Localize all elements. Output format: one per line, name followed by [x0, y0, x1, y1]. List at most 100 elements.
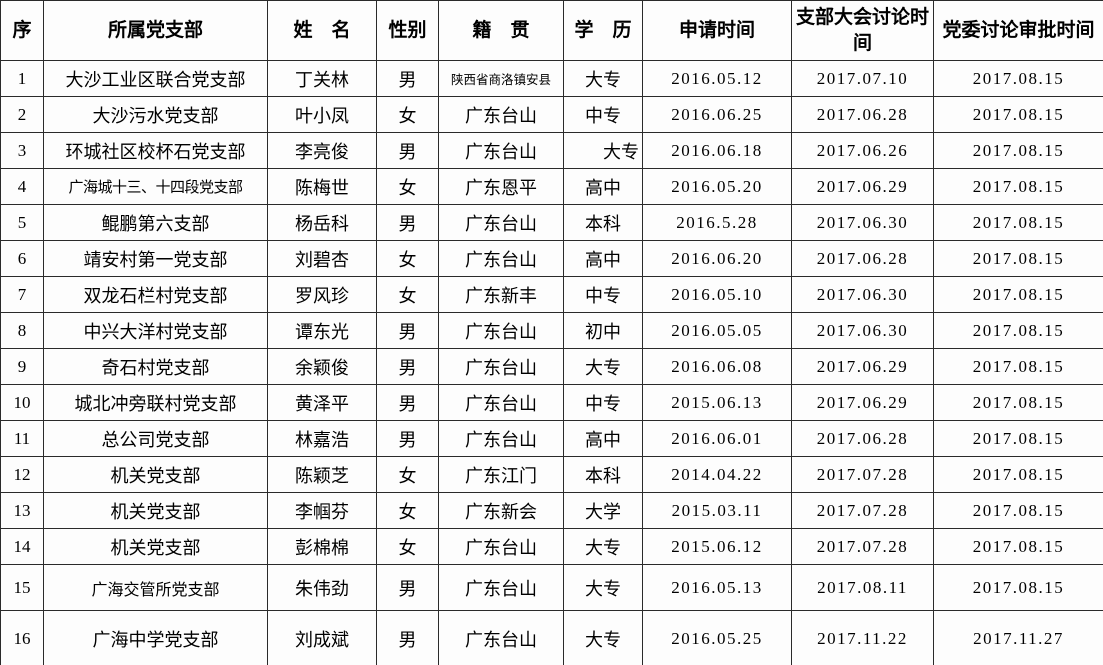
cell-apply_date: 2016.06.20 [642, 240, 792, 277]
cell-branch: 广海中学党支部 [43, 610, 268, 665]
cell-branch: 广海交管所党支部 [43, 564, 268, 611]
cell-education: 初中 [563, 312, 643, 349]
cell-native_place: 广东台山 [438, 240, 564, 277]
cell-gender: 女 [376, 528, 439, 565]
cell-name: 叶小凤 [267, 96, 377, 133]
cell-gender: 女 [376, 96, 439, 133]
cell-education: 中专 [563, 276, 643, 313]
cell-education: 中专 [563, 384, 643, 421]
cell-apply_date: 2016.5.28 [642, 204, 792, 241]
cell-gender: 男 [376, 420, 439, 457]
cell-committee_approval_date: 2017.08.15 [933, 96, 1103, 133]
cell-name: 李帼芬 [267, 492, 377, 529]
cell-apply_date: 2016.05.20 [642, 168, 792, 205]
cell-branch_meeting_date: 2017.07.28 [791, 456, 934, 493]
cell-education: 中专 [563, 96, 643, 133]
cell-education: 大专 [563, 564, 643, 611]
cell-native_place: 广东新丰 [438, 276, 564, 313]
cell-education: 高中 [563, 420, 643, 457]
table-row: 13 机关党支部 李帼芬女广东新会 大学 2015.03.11 2017.07.28 201… [0, 492, 1103, 529]
cell-no: 3 [0, 132, 44, 169]
cell-native_place: 广东台山 [438, 348, 564, 385]
cell-native_place: 陕西省商洛镇安县 [438, 60, 564, 97]
cell-committee_approval_date: 2017.08.15 [933, 564, 1103, 611]
cell-native_place: 广东台山 [438, 610, 564, 665]
table-row: 8 中兴大洋村党支部 谭东光男广东台山 初中 2016.05.05 2017.06.30 2… [0, 312, 1103, 349]
cell-branch: 机关党支部 [43, 456, 268, 493]
cell-gender: 男 [376, 312, 439, 349]
cell-gender: 男 [376, 564, 439, 611]
cell-committee_approval_date: 2017.08.15 [933, 60, 1103, 97]
table-header: 序所属党支部姓 名性别籍 贯学 历申请时间 支部大会讨论时间 党委讨论审批时间 [0, 0, 1103, 61]
cell-no: 14 [0, 528, 44, 565]
cell-branch: 机关党支部 [43, 528, 268, 565]
cell-apply_date: 2016.05.10 [642, 276, 792, 313]
cell-native_place: 广东台山 [438, 384, 564, 421]
cell-apply_date: 2016.05.12 [642, 60, 792, 97]
cell-gender: 男 [376, 132, 439, 169]
column-header-branch_meeting_date: 支部大会讨论时间 [791, 0, 934, 61]
cell-name: 罗风珍 [267, 276, 377, 313]
column-header-branch: 所属党支部 [43, 0, 268, 61]
cell-branch: 总公司党支部 [43, 420, 268, 457]
cell-no: 5 [0, 204, 44, 241]
cell-branch: 奇石村党支部 [43, 348, 268, 385]
cell-apply_date: 2016.05.13 [642, 564, 792, 611]
cell-committee_approval_date: 2017.08.15 [933, 384, 1103, 421]
cell-gender: 女 [376, 240, 439, 277]
cell-branch: 机关党支部 [43, 492, 268, 529]
cell-education: 大专 [563, 60, 643, 97]
cell-apply_date: 2015.06.13 [642, 384, 792, 421]
cell-committee_approval_date: 2017.08.15 [933, 132, 1103, 169]
column-header-apply_date: 申请时间 [642, 0, 792, 61]
column-header-native_place: 籍 贯 [438, 0, 564, 61]
cell-apply_date: 2014.04.22 [642, 456, 792, 493]
cell-committee_approval_date: 2017.08.15 [933, 204, 1103, 241]
cell-education: 高中 [563, 240, 643, 277]
cell-no: 16 [0, 610, 44, 665]
table-row: 3 环城社区校杯石党支部 李亮俊男广东台山 大专 2016.06.18 2017.06.2… [0, 132, 1103, 169]
cell-branch_meeting_date: 2017.06.30 [791, 312, 934, 349]
cell-branch_meeting_date: 2017.08.11 [791, 564, 934, 611]
cell-native_place: 广东新会 [438, 492, 564, 529]
cell-name: 丁关林 [267, 60, 377, 97]
cell-committee_approval_date: 2017.08.15 [933, 348, 1103, 385]
table-row: 2 大沙污水党支部 叶小凤女广东台山 中专 2016.06.25 2017.06.28 20… [0, 96, 1103, 133]
cell-branch: 环城社区校杯石党支部 [43, 132, 268, 169]
cell-apply_date: 2016.06.01 [642, 420, 792, 457]
cell-no: 2 [0, 96, 44, 133]
cell-branch: 大沙工业区联合党支部 [43, 60, 268, 97]
cell-committee_approval_date: 2017.08.15 [933, 456, 1103, 493]
cell-name: 朱伟劲 [267, 564, 377, 611]
cell-name: 杨岳科 [267, 204, 377, 241]
table-row: 14 机关党支部 彭棉棉女广东台山 大专 2015.06.12 2017.07.28 201… [0, 528, 1103, 565]
cell-no: 1 [0, 60, 44, 97]
cell-native_place: 广东台山 [438, 564, 564, 611]
cell-no: 8 [0, 312, 44, 349]
cell-gender: 男 [376, 204, 439, 241]
cell-branch_meeting_date: 2017.06.29 [791, 348, 934, 385]
cell-apply_date: 2016.06.18 [642, 132, 792, 169]
cell-committee_approval_date: 2017.08.15 [933, 240, 1103, 277]
cell-native_place: 广东台山 [438, 420, 564, 457]
cell-native_place: 广东台山 [438, 312, 564, 349]
cell-branch_meeting_date: 2017.06.29 [791, 168, 934, 205]
cell-no: 15 [0, 564, 44, 611]
cell-branch_meeting_date: 2017.06.28 [791, 420, 934, 457]
cell-branch_meeting_date: 2017.06.29 [791, 384, 934, 421]
cell-name: 谭东光 [267, 312, 377, 349]
cell-name: 李亮俊 [267, 132, 377, 169]
table-row: 12 机关党支部 陈颖芝女广东江门 本科 2014.04.22 2017.07.28 201… [0, 456, 1103, 493]
cell-gender: 男 [376, 610, 439, 665]
cell-no: 9 [0, 348, 44, 385]
cell-branch: 中兴大洋村党支部 [43, 312, 268, 349]
cell-committee_approval_date: 2017.08.15 [933, 312, 1103, 349]
cell-branch_meeting_date: 2017.07.10 [791, 60, 934, 97]
cell-native_place: 广东恩平 [438, 168, 564, 205]
cell-apply_date: 2016.06.08 [642, 348, 792, 385]
cell-committee_approval_date: 2017.08.15 [933, 276, 1103, 313]
column-header-education: 学 历 [563, 0, 643, 61]
cell-name: 黄泽平 [267, 384, 377, 421]
cell-committee_approval_date: 2017.11.27 [933, 610, 1103, 665]
cell-gender: 女 [376, 168, 439, 205]
